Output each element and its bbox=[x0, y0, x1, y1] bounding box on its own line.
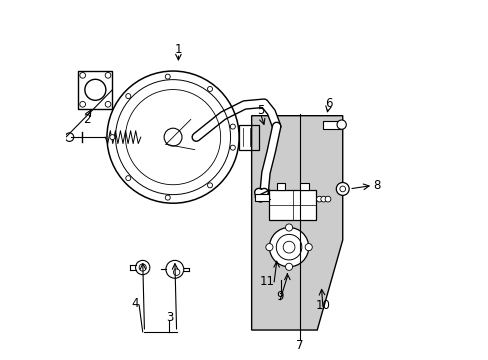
Polygon shape bbox=[251, 116, 342, 330]
Circle shape bbox=[105, 102, 111, 107]
Bar bbox=[276, 183, 285, 190]
Circle shape bbox=[325, 196, 330, 202]
Circle shape bbox=[336, 183, 348, 195]
Circle shape bbox=[336, 120, 346, 129]
Circle shape bbox=[285, 224, 292, 231]
Bar bbox=[255, 194, 268, 202]
Circle shape bbox=[125, 176, 130, 181]
Bar bbox=[299, 183, 308, 190]
Circle shape bbox=[305, 244, 312, 251]
Bar bbox=[323, 121, 341, 129]
Text: 5: 5 bbox=[256, 104, 264, 117]
Circle shape bbox=[207, 86, 212, 91]
Text: 2: 2 bbox=[83, 113, 91, 126]
Text: 9: 9 bbox=[276, 289, 284, 303]
Text: 8: 8 bbox=[372, 179, 380, 192]
Circle shape bbox=[285, 263, 292, 270]
Bar bbox=[78, 71, 112, 109]
Text: 4: 4 bbox=[132, 297, 139, 310]
Circle shape bbox=[80, 72, 85, 78]
Circle shape bbox=[165, 74, 170, 79]
Circle shape bbox=[105, 72, 111, 78]
Bar bbox=[269, 190, 315, 220]
Circle shape bbox=[320, 196, 326, 202]
Circle shape bbox=[316, 196, 322, 202]
Circle shape bbox=[110, 135, 115, 140]
Text: 3: 3 bbox=[165, 311, 173, 324]
Circle shape bbox=[230, 145, 235, 150]
Circle shape bbox=[165, 195, 170, 200]
Circle shape bbox=[230, 124, 235, 129]
Circle shape bbox=[269, 228, 308, 267]
Text: 10: 10 bbox=[315, 299, 330, 312]
Text: 6: 6 bbox=[324, 97, 331, 110]
Bar bbox=[239, 125, 258, 150]
Text: 7: 7 bbox=[296, 338, 303, 351]
Text: 1: 1 bbox=[174, 43, 182, 56]
Text: 11: 11 bbox=[259, 275, 274, 288]
Circle shape bbox=[80, 102, 85, 107]
Circle shape bbox=[125, 94, 130, 99]
Circle shape bbox=[265, 244, 272, 251]
Circle shape bbox=[207, 183, 212, 188]
